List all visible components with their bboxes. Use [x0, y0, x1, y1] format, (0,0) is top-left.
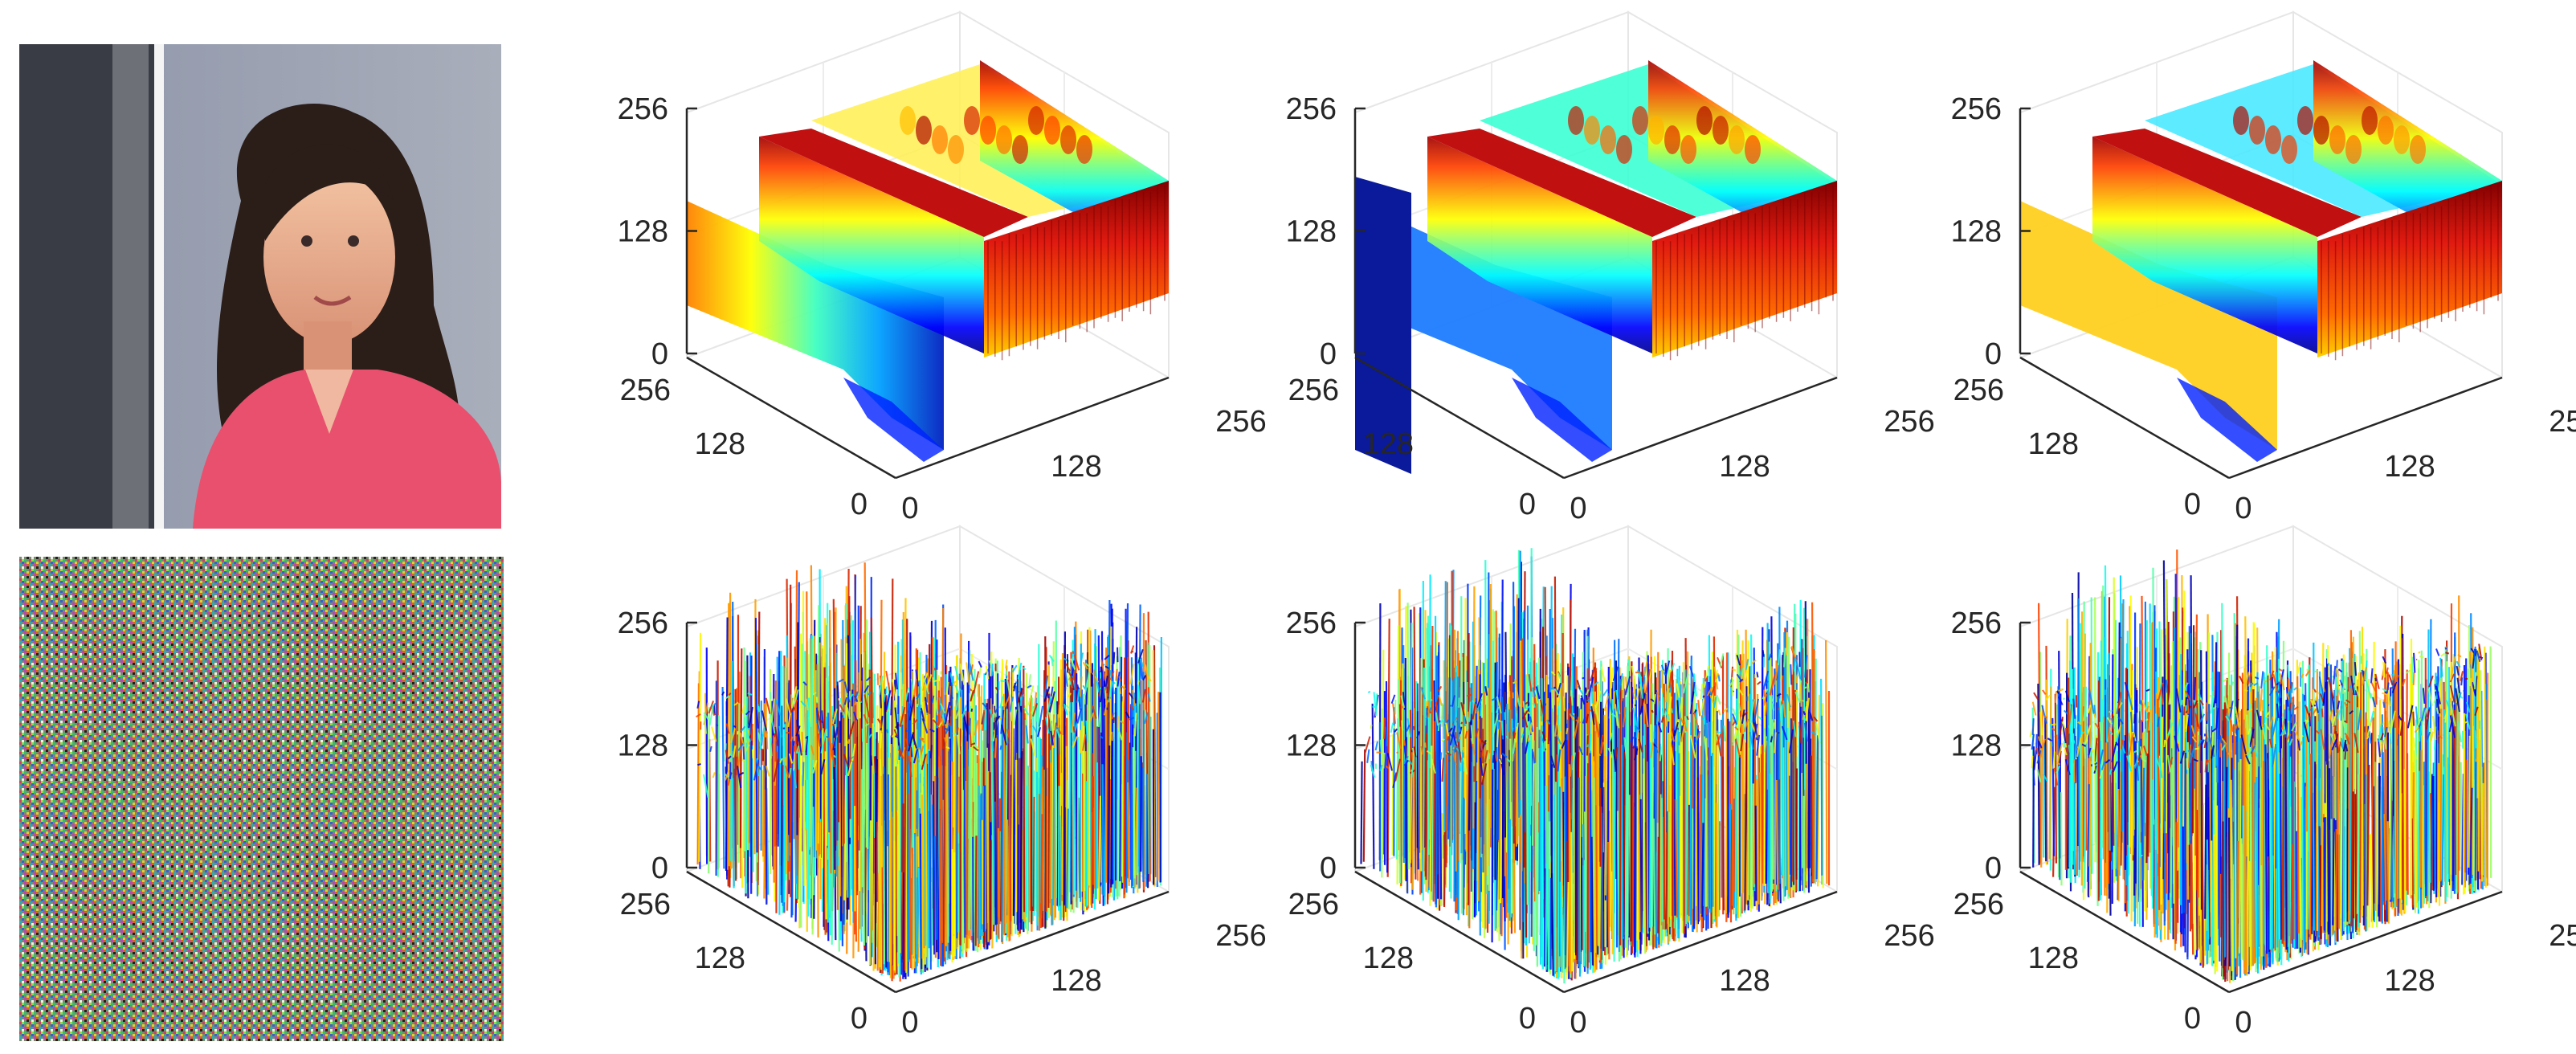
z-tick-label: 256 — [618, 92, 668, 126]
surface-top-edge — [1427, 129, 1696, 237]
x-tick-label: 0 — [1570, 1006, 1586, 1040]
y-tick-label: 0 — [1519, 488, 1536, 521]
x-tick-label: 0 — [1570, 492, 1586, 525]
y-tick-label: 0 — [2184, 488, 2201, 521]
y-tick-label: 0 — [2184, 1002, 2201, 1036]
y-tick-label: 256 — [1288, 374, 1339, 407]
y-tick-label: 128 — [2028, 427, 2079, 461]
x-tick-label: 256 — [1215, 919, 1266, 953]
surface-middle-band — [759, 137, 984, 353]
y-tick-label: 128 — [2028, 942, 2079, 975]
encrypted-noise-image — [19, 557, 504, 1041]
z-tick-label: 256 — [1286, 92, 1337, 126]
z-tick-label: 256 — [1951, 92, 2002, 126]
y-tick-label: 256 — [620, 374, 671, 407]
y-tick-label: 128 — [1363, 427, 1414, 461]
z-tick-label: 128 — [1286, 215, 1337, 249]
y-tick-label: 256 — [1953, 374, 2004, 407]
original-portrait-image — [19, 44, 501, 529]
z-tick-label: 0 — [651, 337, 668, 371]
x-tick-label: 256 — [1215, 405, 1266, 439]
x-tick-label: 0 — [901, 492, 918, 525]
surface-middle-band — [1427, 137, 1652, 353]
y-tick-label: 256 — [620, 888, 671, 921]
x-tick-label: 256 — [1884, 919, 1934, 953]
x-tick-label: 128 — [1719, 450, 1770, 484]
x-tick-label: 0 — [2235, 1006, 2251, 1040]
z-tick-label: 128 — [1951, 729, 2002, 763]
x-tick-label: 256 — [1884, 405, 1934, 439]
z-tick-label: 0 — [651, 852, 668, 885]
x-tick-label: 256 — [2549, 919, 2576, 953]
x-tick-label: 0 — [2235, 492, 2251, 525]
z-tick-label: 0 — [1320, 337, 1337, 371]
z-tick-label: 128 — [618, 729, 668, 763]
x-tick-label: 128 — [1719, 964, 1770, 998]
z-tick-label: 256 — [1951, 607, 2002, 640]
y-tick-label: 0 — [1519, 1002, 1536, 1036]
y-tick-label: 256 — [1953, 888, 2004, 921]
z-tick-label: 0 — [1320, 852, 1337, 885]
surface-front-strip — [687, 201, 944, 450]
z-tick-label: 0 — [1985, 852, 2002, 885]
z-tick-label: 256 — [1286, 607, 1337, 640]
z-tick-label: 256 — [618, 607, 668, 640]
surface-front-strip — [2020, 201, 2277, 450]
x-tick-label: 128 — [2384, 964, 2435, 998]
z-tick-label: 128 — [618, 215, 668, 249]
surface-front-strip — [1355, 201, 1612, 450]
surface-dark-band — [1355, 177, 1411, 474]
y-tick-label: 128 — [695, 427, 745, 461]
x-tick-label: 256 — [2549, 405, 2576, 439]
x-tick-label: 128 — [1051, 964, 1101, 998]
y-tick-label: 0 — [851, 1002, 868, 1036]
surface-middle-band — [2092, 137, 2317, 353]
z-tick-label: 0 — [1985, 337, 2002, 371]
x-tick-label: 128 — [1051, 450, 1101, 484]
surface-top-edge — [759, 129, 1028, 237]
y-tick-label: 256 — [1288, 888, 1339, 921]
y-tick-label: 128 — [695, 942, 745, 975]
x-tick-label: 0 — [901, 1006, 918, 1040]
y-tick-label: 0 — [851, 488, 868, 521]
y-tick-label: 128 — [1363, 942, 1414, 975]
x-tick-label: 128 — [2384, 450, 2435, 484]
surface-top-edge — [2092, 129, 2362, 237]
z-tick-label: 128 — [1286, 729, 1337, 763]
z-tick-label: 128 — [1951, 215, 2002, 249]
